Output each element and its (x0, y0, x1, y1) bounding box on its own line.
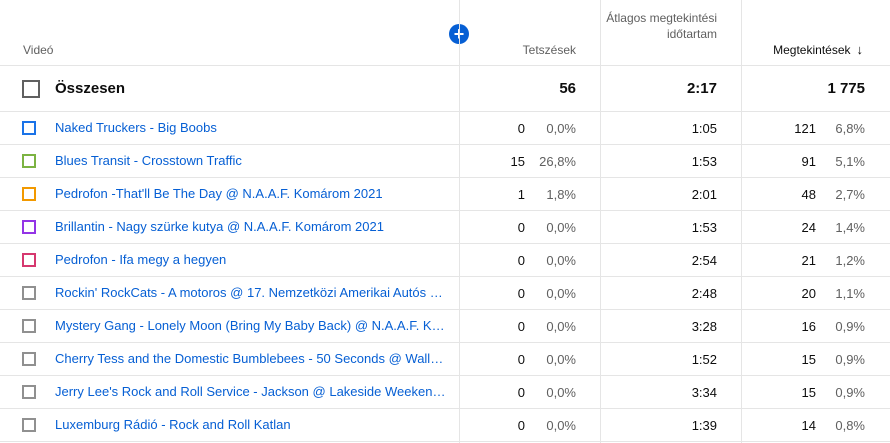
likes-value: 0 (517, 319, 525, 334)
views-value: 20 (801, 286, 816, 301)
avg-duration-value: 3:28 (691, 319, 717, 334)
table-row: Cherry Tess and the Domestic Bumblebees … (0, 343, 890, 376)
likes-percent: 0,0% (546, 385, 576, 400)
row-checkbox[interactable] (22, 220, 36, 234)
table-row: Brillantin - Nagy szürke kutya @ N.A.A.F… (0, 211, 890, 244)
views-value: 91 (801, 154, 816, 169)
likes-value: 0 (517, 385, 525, 400)
header-avg-view-duration[interactable]: Átlagos megtekintési időtartam (606, 11, 717, 41)
video-title-link[interactable]: Jerry Lee's Rock and Roll Service - Jack… (55, 384, 450, 399)
column-divider (459, 0, 460, 443)
avg-duration-value: 2:48 (691, 286, 717, 301)
likes-value: 15 (510, 154, 525, 169)
likes-percent: 0,0% (546, 352, 576, 367)
video-title-link[interactable]: Cherry Tess and the Domestic Bumblebees … (55, 351, 450, 366)
views-percent: 2,7% (835, 187, 865, 202)
table-row: Blues Transit - Crosstown Traffic 15 26,8%… (0, 145, 890, 178)
total-label: Összesen (55, 80, 126, 97)
views-percent: 0,9% (835, 385, 865, 400)
views-percent: 5,1% (835, 154, 865, 169)
likes-value: 0 (517, 220, 525, 235)
views-value: 16 (801, 319, 816, 334)
views-value: 121 (794, 121, 816, 136)
likes-percent: 0,0% (546, 253, 576, 268)
likes-value: 1 (517, 187, 525, 202)
total-likes: 56 (559, 80, 576, 97)
total-views: 1 775 (827, 80, 865, 97)
row-checkbox[interactable] (22, 187, 36, 201)
avg-duration-value: 1:39 (691, 418, 717, 433)
avg-duration-value: 2:01 (691, 187, 717, 202)
views-value: 15 (801, 385, 816, 400)
total-avg: 2:17 (686, 80, 717, 97)
views-percent: 1,2% (835, 253, 865, 268)
likes-percent: 0,0% (546, 121, 576, 136)
avg-duration-value: 1:53 (691, 154, 717, 169)
likes-percent: 26,8% (539, 154, 576, 169)
column-divider (600, 0, 601, 443)
total-checkbox[interactable] (22, 80, 40, 98)
avg-duration-value: 1:52 (691, 352, 717, 367)
likes-percent: 0,0% (546, 319, 576, 334)
likes-percent: 1,8% (546, 187, 576, 202)
header-views-label: Megtekintések (773, 43, 851, 57)
row-checkbox[interactable] (22, 253, 36, 267)
video-title-link[interactable]: Blues Transit - Crosstown Traffic (55, 153, 242, 168)
avg-duration-value: 1:53 (691, 220, 717, 235)
video-title-link[interactable]: Pedrofon - Ifa megy a hegyen (55, 252, 227, 267)
video-title-link[interactable]: Luxemburg Rádió - Rock and Roll Katlan (55, 417, 291, 432)
likes-value: 0 (517, 352, 525, 367)
views-percent: 0,9% (835, 319, 865, 334)
likes-percent: 0,0% (546, 286, 576, 301)
views-percent: 6,8% (835, 121, 865, 136)
likes-value: 0 (517, 418, 525, 433)
header-views[interactable]: Megtekintések ↓ (773, 42, 863, 58)
likes-value: 0 (517, 121, 525, 136)
header-likes[interactable]: Tetszések (522, 43, 576, 57)
likes-percent: 0,0% (546, 220, 576, 235)
likes-value: 0 (517, 286, 525, 301)
views-percent: 0,9% (835, 352, 865, 367)
table-header: Videó + Tetszések Átlagos megtekintési i… (0, 0, 890, 66)
row-checkbox[interactable] (22, 319, 36, 333)
views-value: 21 (801, 253, 816, 268)
row-checkbox[interactable] (22, 154, 36, 168)
total-row: Összesen 56 2:17 1 775 (0, 66, 890, 112)
table-row: Luxemburg Rádió - Rock and Roll Katlan 0 0… (0, 409, 890, 442)
row-checkbox[interactable] (22, 352, 36, 366)
views-value: 15 (801, 352, 816, 367)
avg-duration-value: 1:05 (691, 121, 717, 136)
video-title-link[interactable]: Brillantin - Nagy szürke kutya @ N.A.A.F… (55, 219, 384, 234)
views-percent: 1,4% (835, 220, 865, 235)
sort-down-icon[interactable]: ↓ (856, 42, 864, 57)
views-percent: 1,1% (835, 286, 865, 301)
header-video[interactable]: Videó (23, 43, 54, 57)
video-title-link[interactable]: Mystery Gang - Lonely Moon (Bring My Bab… (55, 318, 450, 333)
views-percent: 0,8% (835, 418, 865, 433)
row-checkbox[interactable] (22, 418, 36, 432)
row-checkbox[interactable] (22, 385, 36, 399)
row-checkbox[interactable] (22, 121, 36, 135)
column-divider (741, 0, 742, 443)
table-row: Naked Truckers - Big Boobs 0 0,0% 1:05 121 6,… (0, 112, 890, 145)
table-row: Mystery Gang - Lonely Moon (Bring My Bab… (0, 310, 890, 343)
views-value: 24 (801, 220, 816, 235)
video-title-link[interactable]: Pedrofon -That'll Be The Day @ N.A.A.F. … (55, 186, 383, 201)
likes-percent: 0,0% (546, 418, 576, 433)
table-row: Rockin' RockCats - A motoros @ 17. Nemze… (0, 277, 890, 310)
table-row: Pedrofon - Ifa megy a hegyen 0 0,0% 2:54 21 1… (0, 244, 890, 277)
table-row: Pedrofon -That'll Be The Day @ N.A.A.F. … (0, 178, 890, 211)
avg-duration-value: 2:54 (691, 253, 717, 268)
table-row: Jerry Lee's Rock and Roll Service - Jack… (0, 376, 890, 409)
likes-value: 0 (517, 253, 525, 268)
avg-duration-value: 3:34 (691, 385, 717, 400)
video-title-link[interactable]: Naked Truckers - Big Boobs (55, 120, 217, 135)
views-value: 14 (801, 418, 816, 433)
views-value: 48 (801, 187, 816, 202)
video-title-link[interactable]: Rockin' RockCats - A motoros @ 17. Nemze… (55, 285, 450, 300)
row-checkbox[interactable] (22, 286, 36, 300)
